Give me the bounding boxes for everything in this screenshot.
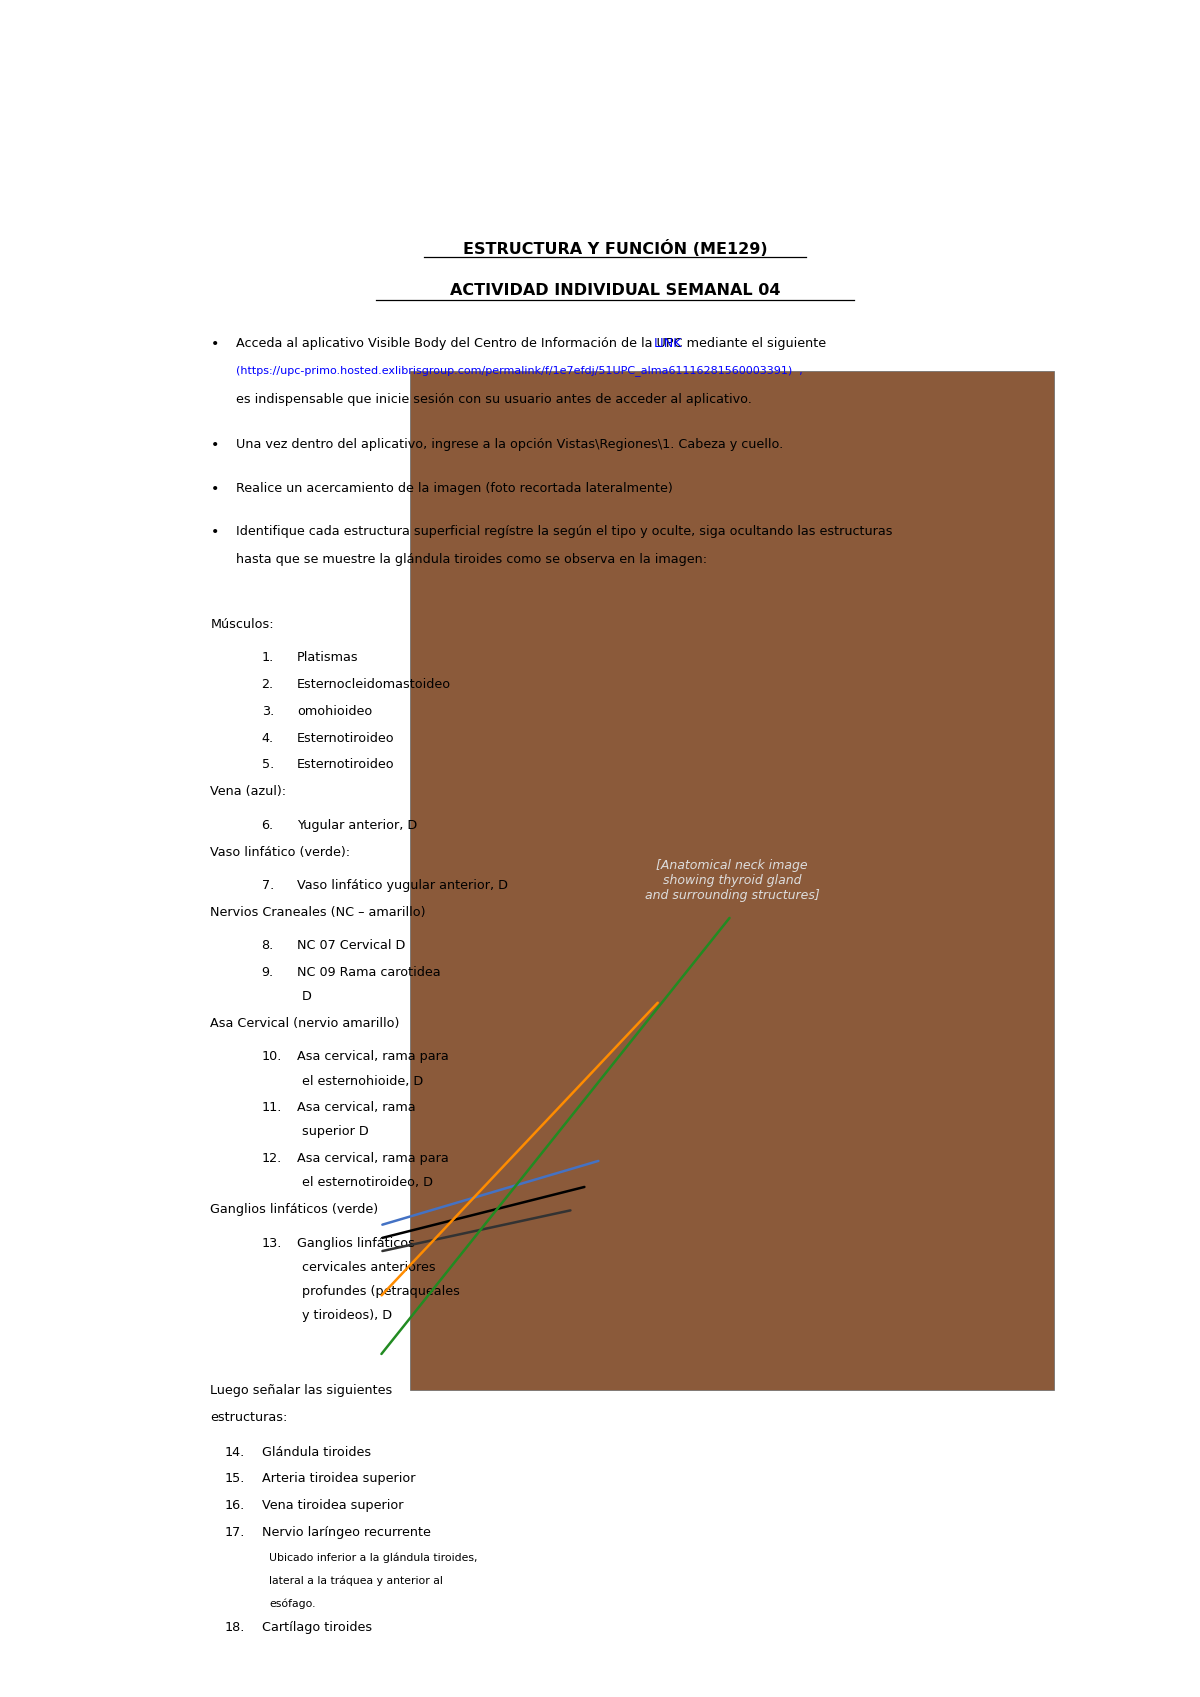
Text: y tiroideos), D: y tiroideos), D xyxy=(301,1308,391,1322)
Text: Nervios Craneales (NC – amarillo): Nervios Craneales (NC – amarillo) xyxy=(210,906,426,918)
Text: Ganglios linfáticos (verde): Ganglios linfáticos (verde) xyxy=(210,1203,378,1217)
Text: 18.: 18. xyxy=(224,1621,245,1634)
Text: el esternohioide, D: el esternohioide, D xyxy=(301,1074,422,1088)
Text: Asa cervical, rama: Asa cervical, rama xyxy=(296,1101,415,1115)
Text: •: • xyxy=(210,438,218,451)
Text: Esternocleidomastoideo: Esternocleidomastoideo xyxy=(296,679,451,691)
Text: Una vez dentro del aplicativo, ingrese a la opción Vistas\Regiones\1. Cabeza y c: Una vez dentro del aplicativo, ingrese a… xyxy=(236,438,784,451)
Text: Arteria tiroidea superior: Arteria tiroidea superior xyxy=(262,1473,415,1485)
Text: Platismas: Platismas xyxy=(296,652,359,664)
Text: Esternotiroideo: Esternotiroideo xyxy=(296,731,395,745)
Text: 1.: 1. xyxy=(262,652,274,664)
Text: Músculos:: Músculos: xyxy=(210,618,274,631)
Text: Nervio laríngeo recurrente: Nervio laríngeo recurrente xyxy=(262,1526,431,1539)
Text: 2.: 2. xyxy=(262,679,274,691)
Text: Vaso linfático (verde):: Vaso linfático (verde): xyxy=(210,845,350,859)
Text: superior D: superior D xyxy=(301,1125,368,1139)
Text: Identifique cada estructura superficial regístre la según el tipo y oculte, siga: Identifique cada estructura superficial … xyxy=(236,524,893,538)
Text: estructuras:: estructuras: xyxy=(210,1410,288,1424)
Text: Esternotiroideo: Esternotiroideo xyxy=(296,759,395,772)
Text: 4.: 4. xyxy=(262,731,274,745)
Text: 13.: 13. xyxy=(262,1237,282,1249)
Text: lateral a la tráquea y anterior al: lateral a la tráquea y anterior al xyxy=(269,1575,443,1587)
Text: •: • xyxy=(210,338,218,351)
Text: el esternotiroideo, D: el esternotiroideo, D xyxy=(301,1176,432,1190)
Text: Vena tiroidea superior: Vena tiroidea superior xyxy=(262,1498,403,1512)
Text: Realice un acercamiento de la imagen (foto recortada lateralmente): Realice un acercamiento de la imagen (fo… xyxy=(236,482,673,494)
Text: 12.: 12. xyxy=(262,1152,282,1166)
Text: Luego señalar las siguientes: Luego señalar las siguientes xyxy=(210,1385,392,1397)
Text: 11.: 11. xyxy=(262,1101,282,1115)
Text: Asa cervical, rama para: Asa cervical, rama para xyxy=(296,1152,449,1166)
Text: •: • xyxy=(210,482,218,496)
Text: 6.: 6. xyxy=(262,818,274,832)
Text: Glándula tiroides: Glándula tiroides xyxy=(262,1446,371,1459)
Text: cervicales anteriores: cervicales anteriores xyxy=(301,1261,436,1274)
Text: Ubicado inferior a la glándula tiroides,: Ubicado inferior a la glándula tiroides, xyxy=(269,1553,478,1563)
Text: Vena (azul):: Vena (azul): xyxy=(210,786,287,798)
Text: 16.: 16. xyxy=(224,1498,245,1512)
Text: es indispensable que inicie sesión con su usuario antes de acceder al aplicativo: es indispensable que inicie sesión con s… xyxy=(236,394,752,406)
Text: hasta que se muestre la glándula tiroides como se observa en la imagen:: hasta que se muestre la glándula tiroide… xyxy=(236,553,708,567)
Bar xyxy=(410,372,1054,1390)
Text: 8.: 8. xyxy=(262,940,274,952)
Text: 14.: 14. xyxy=(224,1446,245,1459)
Text: 9.: 9. xyxy=(262,966,274,979)
Text: Asa Cervical (nervio amarillo): Asa Cervical (nervio amarillo) xyxy=(210,1017,400,1030)
Text: ESTRUCTURA Y FUNCIÓN (ME129): ESTRUCTURA Y FUNCIÓN (ME129) xyxy=(463,241,767,258)
Text: 3.: 3. xyxy=(262,704,274,718)
Text: Asa cervical, rama para: Asa cervical, rama para xyxy=(296,1050,449,1064)
Text: 10.: 10. xyxy=(262,1050,282,1064)
Text: NC 09 Rama carotidea: NC 09 Rama carotidea xyxy=(296,966,440,979)
Text: D: D xyxy=(301,991,312,1003)
Text: 15.: 15. xyxy=(224,1473,245,1485)
Text: Yugular anterior, D: Yugular anterior, D xyxy=(296,818,418,832)
Text: •: • xyxy=(210,524,218,540)
Text: Cartílago tiroides: Cartílago tiroides xyxy=(262,1621,372,1634)
Text: esófago.: esófago. xyxy=(269,1599,316,1609)
Text: Vaso linfático yugular anterior, D: Vaso linfático yugular anterior, D xyxy=(296,879,508,893)
Text: LINK: LINK xyxy=(654,338,683,350)
Text: [Anatomical neck image
showing thyroid gland
and surrounding structures]: [Anatomical neck image showing thyroid g… xyxy=(644,859,820,903)
Text: 7.: 7. xyxy=(262,879,274,893)
Text: 5.: 5. xyxy=(262,759,274,772)
Text: ACTIVIDAD INDIVIDUAL SEMANAL 04: ACTIVIDAD INDIVIDUAL SEMANAL 04 xyxy=(450,283,780,299)
Text: Ganglios linfáticos: Ganglios linfáticos xyxy=(296,1237,415,1249)
Text: (https://upc-primo.hosted.exlibrisgroup.com/permalink/f/1e7efdj/51UPC_alma611162: (https://upc-primo.hosted.exlibrisgroup.… xyxy=(236,365,803,377)
Text: 17.: 17. xyxy=(224,1526,245,1539)
Text: omohioideo: omohioideo xyxy=(296,704,372,718)
Text: NC 07 Cervical D: NC 07 Cervical D xyxy=(296,940,406,952)
Text: profundes (petraqueales: profundes (petraqueales xyxy=(301,1285,460,1298)
Text: Acceda al aplicativo Visible Body del Centro de Información de la UPC mediante e: Acceda al aplicativo Visible Body del Ce… xyxy=(236,338,830,350)
